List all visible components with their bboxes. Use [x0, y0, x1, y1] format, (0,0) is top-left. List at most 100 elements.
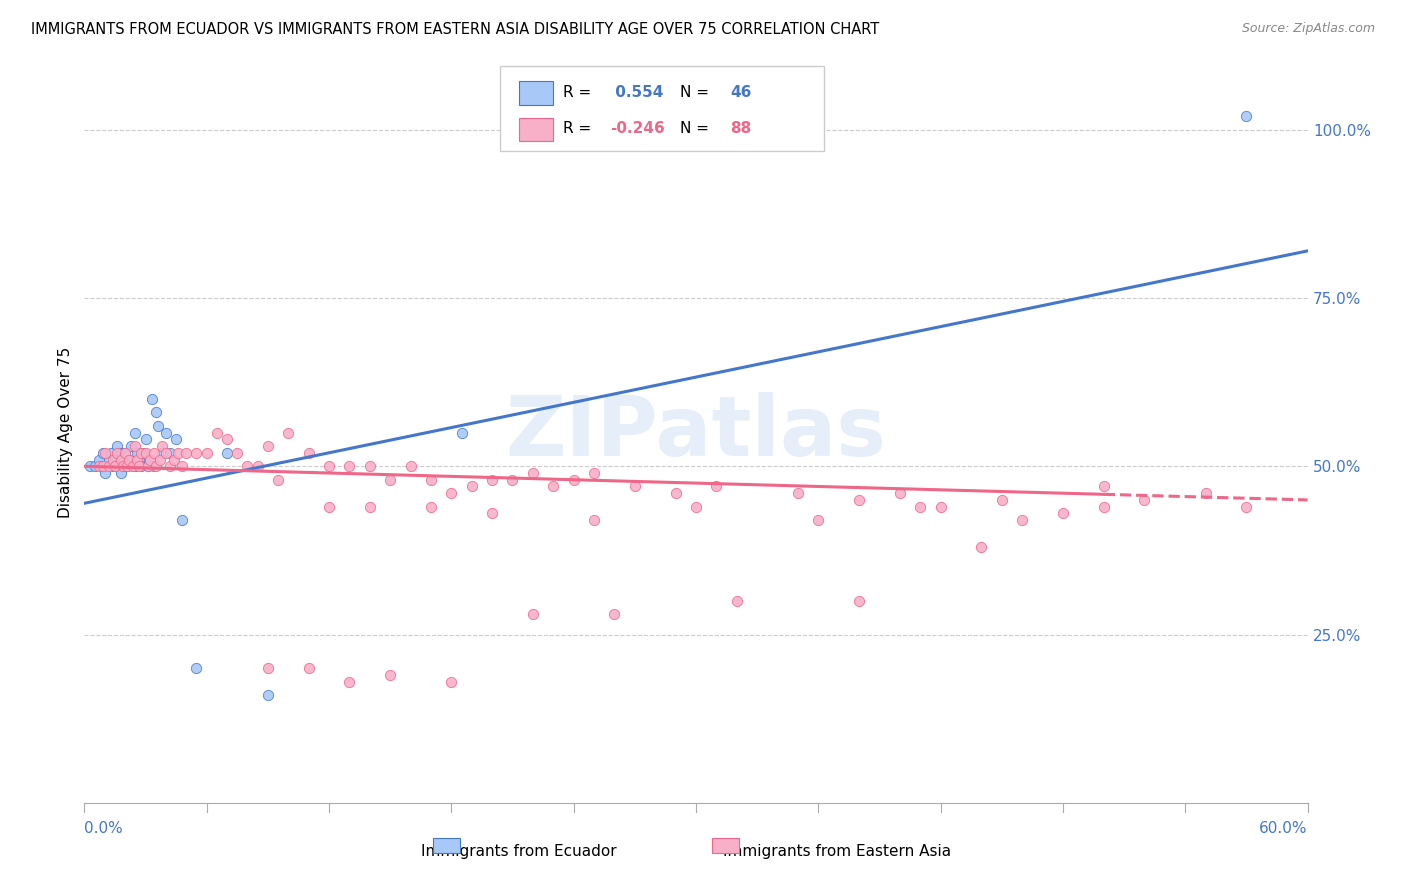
Point [108, 459, 131, 474]
Point [450, 425, 472, 440]
Text: 0.0%: 0.0% [84, 822, 124, 837]
Point [131, 459, 153, 474]
Point [848, 492, 870, 507]
Point [522, 466, 544, 480]
Point [110, 466, 132, 480]
Point [135, 433, 157, 447]
Point [174, 446, 197, 460]
Text: R =: R = [562, 121, 596, 136]
Point [267, 473, 290, 487]
Point [163, 452, 186, 467]
Point [339, 674, 361, 689]
Point [135, 446, 157, 460]
Point [159, 459, 181, 474]
Point [124, 425, 146, 440]
Point [1092, 500, 1115, 514]
Point [90, 459, 112, 474]
Point [399, 459, 422, 474]
FancyBboxPatch shape [433, 838, 460, 853]
Point [583, 513, 606, 527]
Point [706, 479, 728, 493]
Point [665, 486, 688, 500]
Text: R =: R = [562, 85, 596, 100]
Point [685, 500, 707, 514]
Point [145, 405, 167, 419]
Point [149, 452, 172, 467]
Point [114, 446, 136, 460]
Point [155, 446, 177, 460]
Point [110, 452, 132, 467]
Point [104, 452, 127, 467]
Point [420, 500, 443, 514]
Point [97, 452, 120, 467]
Point [186, 661, 208, 675]
Point [79, 459, 101, 474]
Point [93, 446, 115, 460]
Point [128, 459, 150, 474]
Point [910, 500, 932, 514]
Point [246, 459, 269, 474]
Point [132, 446, 155, 460]
Point [205, 425, 228, 440]
Point [1133, 492, 1156, 507]
Point [110, 446, 132, 460]
Point [104, 459, 127, 474]
Point [298, 661, 321, 675]
Point [787, 486, 810, 500]
Point [136, 459, 159, 474]
Point [807, 513, 830, 527]
Point [128, 452, 150, 467]
Text: 46: 46 [730, 85, 752, 100]
Point [298, 446, 321, 460]
Text: IMMIGRANTS FROM ECUADOR VS IMMIGRANTS FROM EASTERN ASIA DISABILITY AGE OVER 75 C: IMMIGRANTS FROM ECUADOR VS IMMIGRANTS FR… [31, 22, 879, 37]
Text: Immigrants from Eastern Asia: Immigrants from Eastern Asia [723, 844, 950, 858]
Point [359, 459, 381, 474]
Point [929, 500, 952, 514]
Text: ZIPatlas: ZIPatlas [506, 392, 886, 473]
Point [195, 446, 218, 460]
Point [217, 446, 239, 460]
Point [1195, 486, 1218, 500]
Point [1092, 479, 1115, 493]
Point [100, 446, 122, 460]
Point [105, 439, 128, 453]
Point [339, 459, 361, 474]
Point [124, 439, 146, 453]
Point [1236, 500, 1258, 514]
Point [122, 459, 145, 474]
Point [127, 452, 149, 467]
Point [186, 446, 208, 460]
Point [118, 452, 141, 467]
Point [87, 459, 110, 474]
Point [502, 473, 524, 487]
Point [101, 459, 124, 474]
Point [136, 459, 159, 474]
Point [848, 594, 870, 608]
Point [380, 668, 402, 682]
Text: 0.554: 0.554 [610, 85, 664, 100]
Text: Source: ZipAtlas.com: Source: ZipAtlas.com [1241, 22, 1375, 36]
Point [112, 452, 135, 467]
Point [112, 459, 135, 474]
FancyBboxPatch shape [711, 838, 738, 853]
Point [624, 479, 647, 493]
Point [562, 473, 585, 487]
Point [104, 459, 127, 474]
Point [970, 540, 993, 554]
Point [138, 452, 160, 467]
Point [217, 433, 239, 447]
Text: 60.0%: 60.0% [1260, 822, 1308, 837]
Point [359, 500, 381, 514]
Text: N =: N = [681, 121, 714, 136]
Point [114, 446, 136, 460]
Point [118, 452, 141, 467]
Point [83, 459, 105, 474]
Point [91, 459, 114, 474]
Point [257, 439, 280, 453]
Point [105, 446, 128, 460]
Point [87, 452, 110, 467]
Point [91, 446, 114, 460]
Point [127, 446, 149, 460]
Point [318, 459, 340, 474]
Point [226, 446, 249, 460]
